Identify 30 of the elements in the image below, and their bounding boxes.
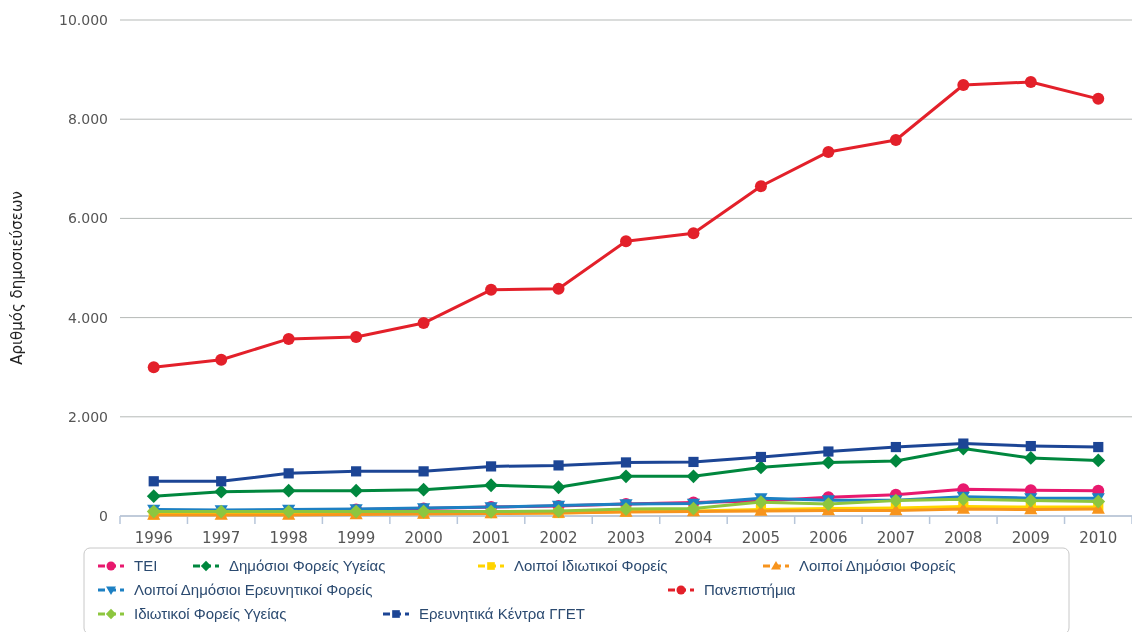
x-tick-label: 2007 (876, 529, 915, 547)
legend-label: Λοιποί Δημόσιοι Ερευνητικοί Φορείς (134, 581, 373, 599)
legend-label: Πανεπιστήμια (704, 581, 796, 599)
legend-label: Δημόσιοι Φορείς Υγείας (229, 557, 386, 575)
legend-label: Ιδιωτικοί Φορείς Υγείας (134, 605, 287, 623)
x-tick-label: 1996 (134, 529, 173, 547)
x-tick-label: 2000 (404, 529, 443, 547)
y-tick-label: 0 (99, 507, 108, 524)
x-tick-label: 2005 (741, 529, 781, 547)
x-tick-label: 2004 (674, 529, 713, 547)
y-tick-label: 10.000 (59, 11, 108, 28)
x-tick-label: 1998 (269, 529, 308, 547)
x-tick-label: 2003 (606, 529, 646, 547)
x-tick-label: 2006 (809, 529, 848, 547)
y-tick-label: 2.000 (67, 408, 108, 425)
x-tick-label: 2009 (1011, 529, 1050, 547)
x-tick-label: 2002 (539, 529, 578, 547)
y-tick-label: 4.000 (67, 309, 108, 326)
x-tick-label: 2001 (471, 529, 511, 547)
x-tick-label: 1997 (202, 529, 241, 547)
legend-label: Λοιποί Ιδιωτικοί Φορείς (514, 557, 668, 575)
y-tick-label: 8.000 (67, 111, 108, 128)
x-tick-label: 2010 (1079, 529, 1118, 547)
legend-label: Ερευνητικά Κέντρα ΓΓΕΤ (419, 605, 585, 623)
x-tick-label: 1999 (337, 529, 376, 547)
x-tick-label: 2008 (944, 529, 983, 547)
y-tick-label: 6.000 (67, 210, 108, 227)
y-axis-title: Αριθμός δημοσιεύσεων (8, 191, 26, 365)
legend-label: Λοιποί Δημόσιοι Φορείς (799, 557, 956, 575)
legend-label: TEI (134, 557, 158, 575)
